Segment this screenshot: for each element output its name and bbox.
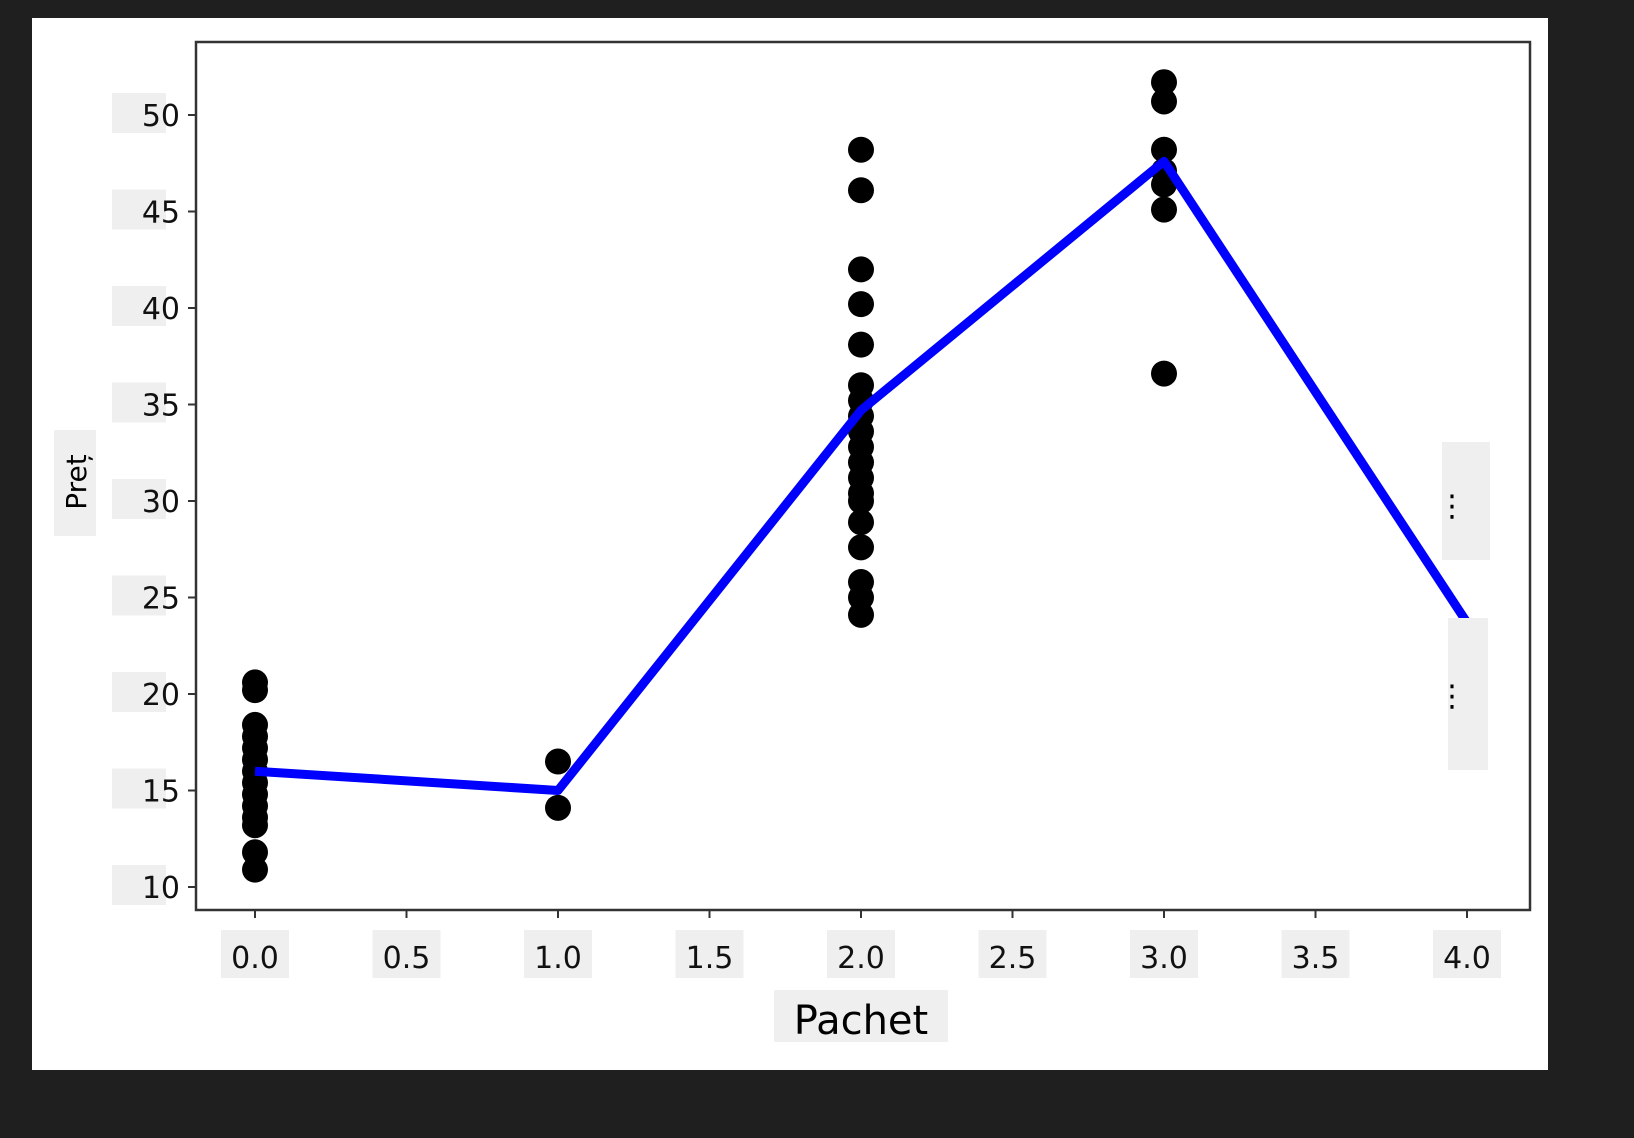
scatter-point: [848, 256, 874, 283]
tick-patch: [524, 930, 592, 978]
scatter-point: [848, 136, 874, 163]
scatter-line-chart: 10 15 20 25 30 35 40 45 50 0.0 0.5 1.0 1.5 2.0 2.5 3.0…: [54, 40, 1532, 1044]
xlabel-patch: [774, 990, 948, 1042]
x-tick-label: 0.0: [231, 941, 279, 976]
y-tick-label: 35: [142, 389, 180, 424]
y-tick-label: 25: [142, 582, 180, 617]
x-tick-label: 2.0: [837, 941, 885, 976]
tick-patch: [221, 930, 289, 978]
tick-patch: [112, 382, 166, 423]
annotation-ellipsis: ⋮: [1437, 679, 1467, 714]
y-tick-label: 40: [142, 292, 180, 327]
scatter-point: [1151, 360, 1177, 387]
scatter-point: [242, 856, 268, 883]
tick-patch: [1281, 930, 1350, 978]
annotation-ellipsis: ⋮: [1437, 489, 1467, 524]
x-tick-label: 1.5: [686, 941, 734, 976]
overlay-patch: [1448, 618, 1488, 770]
scatter-point: [545, 794, 571, 821]
scatter-point: [545, 748, 571, 775]
tick-patch: [112, 865, 166, 905]
scatter-point: [1151, 88, 1177, 115]
y-tick-label: 45: [142, 196, 180, 231]
scatter-point: [1151, 196, 1177, 223]
scatter-point: [848, 291, 874, 318]
scatter-point: [848, 488, 874, 514]
line-series: [254, 156, 1471, 795]
y-tick-label: 30: [142, 485, 180, 520]
tick-patch: [112, 575, 166, 616]
y-axis-label: Preț: [60, 454, 93, 510]
scatter-point: [848, 601, 874, 628]
tick-patch: [827, 930, 895, 978]
tick-patch: [112, 286, 166, 326]
scatter-point: [848, 509, 874, 536]
scatter-point: [242, 677, 268, 704]
overlay-patch: [1442, 442, 1490, 560]
tick-patch: [675, 930, 744, 978]
scatter-point: [242, 812, 268, 839]
tick-patch: [112, 189, 166, 230]
x-tick-label: 3.5: [1292, 941, 1340, 976]
y-tick-label: 15: [142, 775, 180, 810]
ylabel-patch: [54, 430, 96, 536]
scatter-point: [848, 177, 874, 204]
x-tick-label: 3.0: [1140, 941, 1188, 976]
x-axis-label: Pachet: [794, 998, 928, 1044]
tick-patch: [112, 768, 166, 809]
x-tick-label: 4.0: [1443, 941, 1491, 976]
tick-patch: [112, 93, 166, 133]
x-tick-label: 0.5: [383, 941, 431, 976]
tick-patch: [1130, 930, 1198, 978]
tick-patch: [112, 672, 166, 712]
scatter-point: [848, 331, 874, 358]
scatter-point: [1151, 136, 1177, 163]
tick-patch: [112, 479, 166, 519]
y-tick-label: 10: [142, 871, 180, 906]
x-tick-label: 1.0: [534, 941, 582, 976]
y-tick-label: 20: [142, 678, 180, 713]
figure: 10 15 20 25 30 35 40 45 50 0.0 0.5 1.0 1.5 2.0 2.5 3.0…: [32, 18, 1548, 1070]
tick-patch: [1433, 930, 1501, 978]
tick-patch: [978, 930, 1047, 978]
scatter-point: [1151, 69, 1177, 96]
x-tick-label: 2.5: [989, 941, 1037, 976]
scatter-point: [848, 534, 874, 561]
y-tick-label: 50: [142, 99, 180, 134]
tick-patch: [372, 930, 441, 978]
